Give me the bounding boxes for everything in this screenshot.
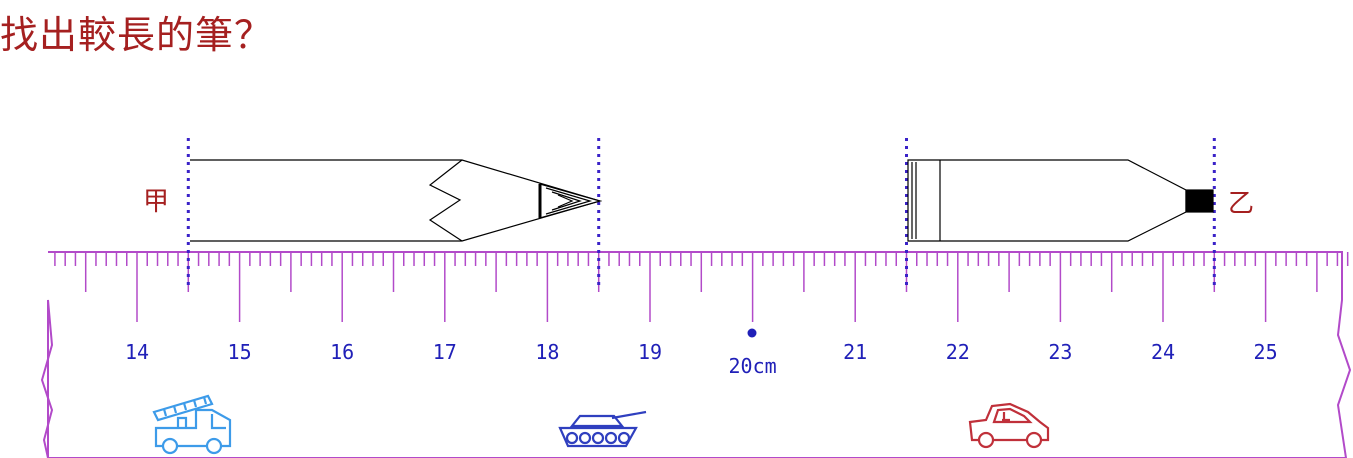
fire-truck-icon <box>152 394 232 455</box>
ruler-numbers: 14 15 16 17 18 19 20cm 21 22 23 24 25 <box>125 340 1278 378</box>
guide-lines <box>186 138 1216 290</box>
ruler-number: 16 <box>330 340 354 364</box>
center-dot <box>747 328 757 338</box>
ruler-number: 21 <box>843 340 867 364</box>
ruler-number: 22 <box>946 340 970 364</box>
ruler-ticks <box>54 252 1349 322</box>
ruler-number: 20cm <box>729 354 777 378</box>
ruler-number: 19 <box>638 340 662 364</box>
ruler-number: 25 <box>1254 340 1278 364</box>
ruler-number: 24 <box>1151 340 1175 364</box>
question-title: 找出較長的筆？ <box>0 13 274 57</box>
ruler-number: 15 <box>228 340 252 364</box>
ruler-number: 23 <box>1048 340 1072 364</box>
car-icon <box>968 402 1050 449</box>
pen-label-jia: 甲 <box>143 187 169 217</box>
pencil-yi <box>907 159 1214 242</box>
pen-label-yi: 乙 <box>1228 189 1254 219</box>
pencil-jia <box>190 159 603 242</box>
tank-icon <box>558 410 647 448</box>
ruler-number: 14 <box>125 340 149 364</box>
ruler-body <box>40 251 1352 458</box>
ruler-number: 17 <box>433 340 457 364</box>
ruler-number: 18 <box>535 340 559 364</box>
